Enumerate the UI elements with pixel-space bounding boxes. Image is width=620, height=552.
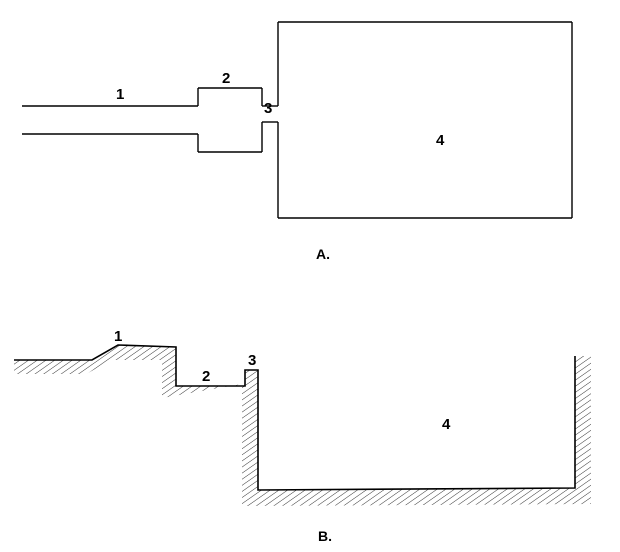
figure-b-section <box>0 270 620 552</box>
figB-label-1: 1 <box>114 328 122 345</box>
figA-label-4: 4 <box>436 132 444 149</box>
figB-label-2: 2 <box>202 368 210 385</box>
figB-label-4: 4 <box>442 416 450 433</box>
figA-label-2: 2 <box>222 70 230 87</box>
figA-label-1: 1 <box>116 86 124 103</box>
figA-label-3: 3 <box>264 100 272 117</box>
figB-caption: B. <box>318 528 332 544</box>
figA-caption: A. <box>316 246 330 262</box>
figB-label-3: 3 <box>248 352 256 369</box>
figure-a-plan <box>0 0 620 270</box>
